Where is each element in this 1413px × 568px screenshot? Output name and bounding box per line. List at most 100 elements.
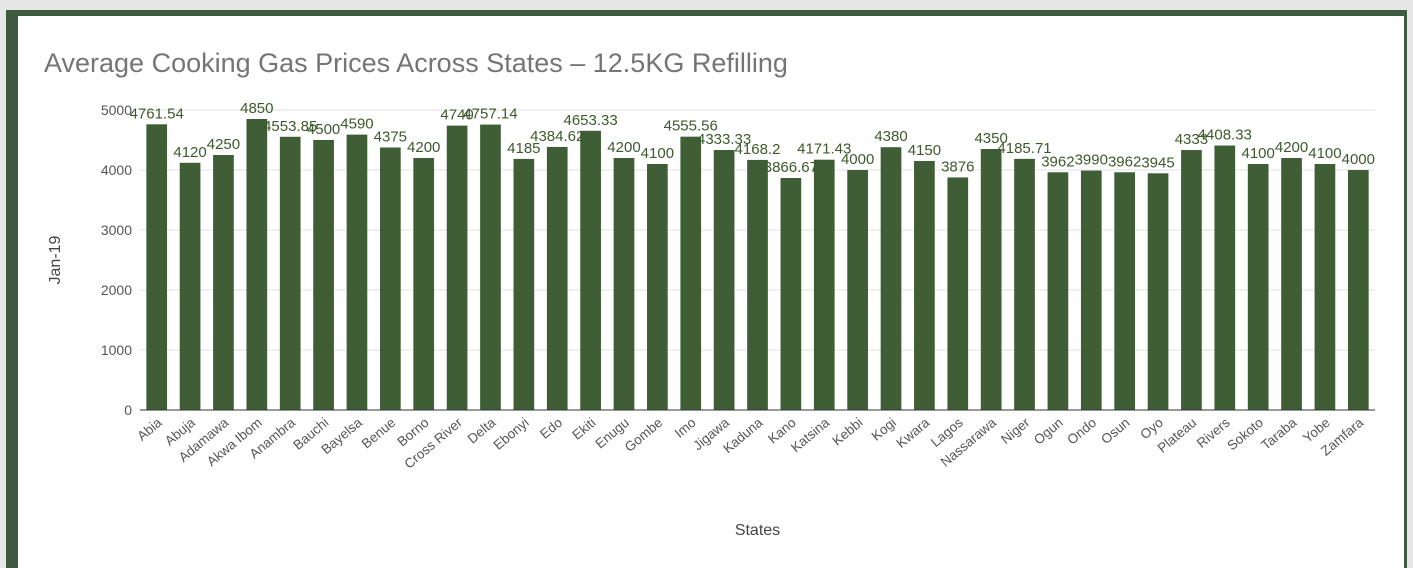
bar bbox=[1147, 173, 1169, 410]
data-label: 4150 bbox=[908, 142, 941, 159]
bar bbox=[1247, 164, 1269, 410]
bar bbox=[1214, 145, 1236, 411]
chart-panel: Average Cooking Gas Prices Across States… bbox=[18, 16, 1404, 568]
bar bbox=[847, 170, 868, 410]
data-label: 4171.43 bbox=[797, 141, 851, 158]
data-label: 4200 bbox=[407, 139, 440, 156]
bar bbox=[680, 136, 702, 411]
x-tick-label: Ebonyi bbox=[491, 415, 532, 453]
y-tick-label: 4000 bbox=[101, 162, 132, 178]
bar bbox=[480, 124, 501, 411]
bar bbox=[1181, 150, 1202, 410]
bar bbox=[1347, 170, 1369, 410]
x-tick-label: Taraba bbox=[1258, 414, 1300, 452]
bar bbox=[1014, 158, 1035, 410]
bar bbox=[914, 161, 935, 410]
data-label: 4333 bbox=[1175, 131, 1208, 148]
data-label: 4850 bbox=[240, 100, 273, 117]
bar bbox=[713, 150, 735, 411]
bar bbox=[279, 136, 301, 411]
x-tick-label: Osun bbox=[1098, 415, 1132, 447]
x-tick-label: Abia bbox=[134, 414, 165, 443]
bar bbox=[213, 155, 234, 410]
data-label: 4380 bbox=[874, 128, 907, 145]
data-label: 4000 bbox=[841, 151, 874, 168]
bar bbox=[146, 124, 168, 410]
bar-chart: Average Cooking Gas Prices Across States… bbox=[44, 48, 1375, 539]
y-tick-label: 3000 bbox=[101, 222, 132, 238]
x-tick-label: Ondo bbox=[1064, 415, 1099, 448]
x-tick-label: Kebbi bbox=[829, 415, 865, 449]
y-tick-label: 2000 bbox=[101, 282, 132, 298]
x-tick-label: Katsina bbox=[788, 414, 833, 455]
x-tick-label: Ogun bbox=[1031, 415, 1066, 448]
bar bbox=[580, 130, 601, 410]
x-tick-label: Benue bbox=[359, 415, 399, 452]
bar bbox=[1047, 172, 1069, 410]
bar bbox=[947, 177, 969, 410]
data-label: 4375 bbox=[374, 129, 407, 146]
data-label: 4185 bbox=[507, 140, 540, 157]
data-label: 4408.33 bbox=[1198, 127, 1252, 144]
data-label: 4757.14 bbox=[463, 106, 517, 123]
data-label: 3945 bbox=[1141, 154, 1174, 171]
data-label: 3866.67 bbox=[764, 159, 818, 176]
data-label: 4553.85 bbox=[263, 118, 317, 135]
bar bbox=[747, 159, 768, 410]
chart-title: Average Cooking Gas Prices Across States… bbox=[44, 48, 788, 78]
data-label: 3962 bbox=[1041, 153, 1074, 170]
x-axis-label: States bbox=[735, 522, 780, 539]
bar bbox=[513, 158, 535, 410]
x-tick-label: Kwara bbox=[893, 414, 932, 450]
data-label: 4100 bbox=[1241, 145, 1274, 162]
bar bbox=[1114, 172, 1136, 410]
bar bbox=[1314, 164, 1336, 410]
data-label: 4653.33 bbox=[563, 112, 617, 129]
bars bbox=[146, 119, 1369, 411]
bar bbox=[1080, 170, 1102, 410]
bar bbox=[313, 140, 334, 410]
y-axis-label: Jan-19 bbox=[47, 235, 64, 284]
data-label: 4250 bbox=[207, 136, 240, 153]
data-label: 4500 bbox=[307, 121, 340, 138]
bar bbox=[413, 158, 435, 410]
bar bbox=[246, 119, 268, 410]
data-label: 4120 bbox=[173, 144, 206, 161]
bar bbox=[546, 146, 568, 411]
bar bbox=[880, 147, 902, 410]
bar bbox=[647, 164, 668, 410]
bar bbox=[1281, 158, 1302, 410]
data-label: 4590 bbox=[340, 116, 373, 133]
data-label: 3990 bbox=[1075, 152, 1108, 169]
data-label: 4100 bbox=[1308, 145, 1341, 162]
data-label: 4333.33 bbox=[697, 131, 751, 148]
x-tick-label: Edo bbox=[537, 415, 565, 442]
bar bbox=[179, 162, 201, 410]
data-label: 3962 bbox=[1108, 153, 1141, 170]
data-label: 4555.56 bbox=[664, 118, 718, 135]
data-label: 4740 bbox=[440, 107, 473, 124]
data-label: 4200 bbox=[1275, 139, 1308, 156]
bar bbox=[780, 177, 802, 410]
y-axis-ticks: 0 1000 2000 3000 4000 5000 bbox=[101, 102, 132, 418]
bar bbox=[379, 147, 401, 410]
bar bbox=[446, 125, 468, 410]
bar bbox=[813, 159, 835, 410]
y-tick-label: 1000 bbox=[101, 342, 132, 358]
data-label: 4761.54 bbox=[130, 105, 184, 122]
y-tick-label: 0 bbox=[124, 402, 132, 418]
data-label: 4168.2 bbox=[735, 141, 781, 158]
data-label: 4000 bbox=[1342, 151, 1375, 168]
data-label: 4200 bbox=[607, 139, 640, 156]
data-label: 3876 bbox=[941, 158, 974, 175]
data-label: 4384.62 bbox=[530, 128, 584, 145]
data-label: 4185.71 bbox=[997, 140, 1051, 157]
bar bbox=[613, 158, 635, 410]
x-tick-label: Niger bbox=[998, 414, 1033, 447]
y-tick-label: 5000 bbox=[101, 102, 132, 118]
data-label: 4350 bbox=[974, 130, 1007, 147]
x-tick-label: Gombe bbox=[622, 415, 666, 455]
